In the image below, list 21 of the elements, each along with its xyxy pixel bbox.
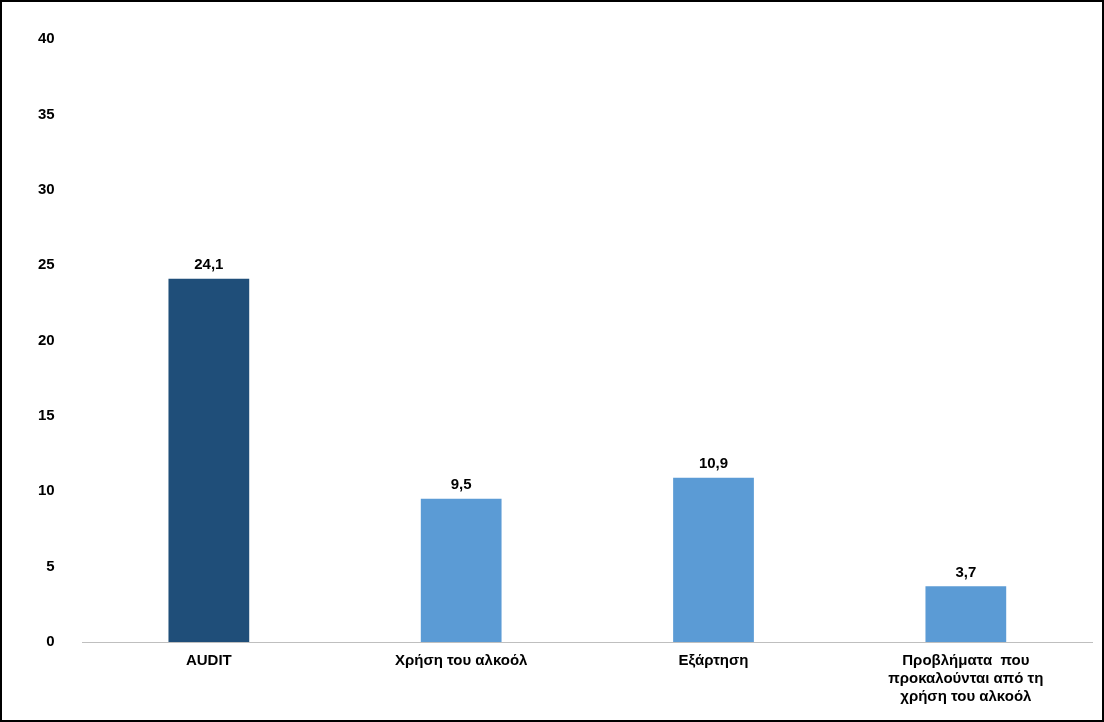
bar xyxy=(673,477,754,642)
x-tick-label: AUDIT xyxy=(185,651,232,669)
bar xyxy=(168,278,250,642)
data-label: 24,1 xyxy=(194,255,224,273)
y-tick-label: 0 xyxy=(46,632,55,650)
data-label: 9,5 xyxy=(450,475,472,493)
bar xyxy=(420,498,502,642)
y-tick-label: 10 xyxy=(38,481,55,499)
data-label: 3,7 xyxy=(955,562,977,580)
y-tick-label: 20 xyxy=(38,330,55,348)
bar xyxy=(925,586,1007,642)
data-label: 10,9 xyxy=(698,454,729,472)
y-tick-label: 15 xyxy=(38,406,55,424)
y-tick-label: 30 xyxy=(38,179,55,197)
x-tick-label: Προβλήματα που προκαλούνται από τη χρήση του αλκοόλ xyxy=(888,651,1044,705)
x-tick-label: Εξάρτηση xyxy=(678,651,749,669)
x-tick-label: Χρήση του αλκοόλ xyxy=(394,651,529,669)
y-tick-label: 35 xyxy=(38,104,55,122)
y-tick-label: 25 xyxy=(38,255,55,273)
y-tick-label: 40 xyxy=(38,29,55,47)
y-tick-label: 5 xyxy=(46,556,55,574)
